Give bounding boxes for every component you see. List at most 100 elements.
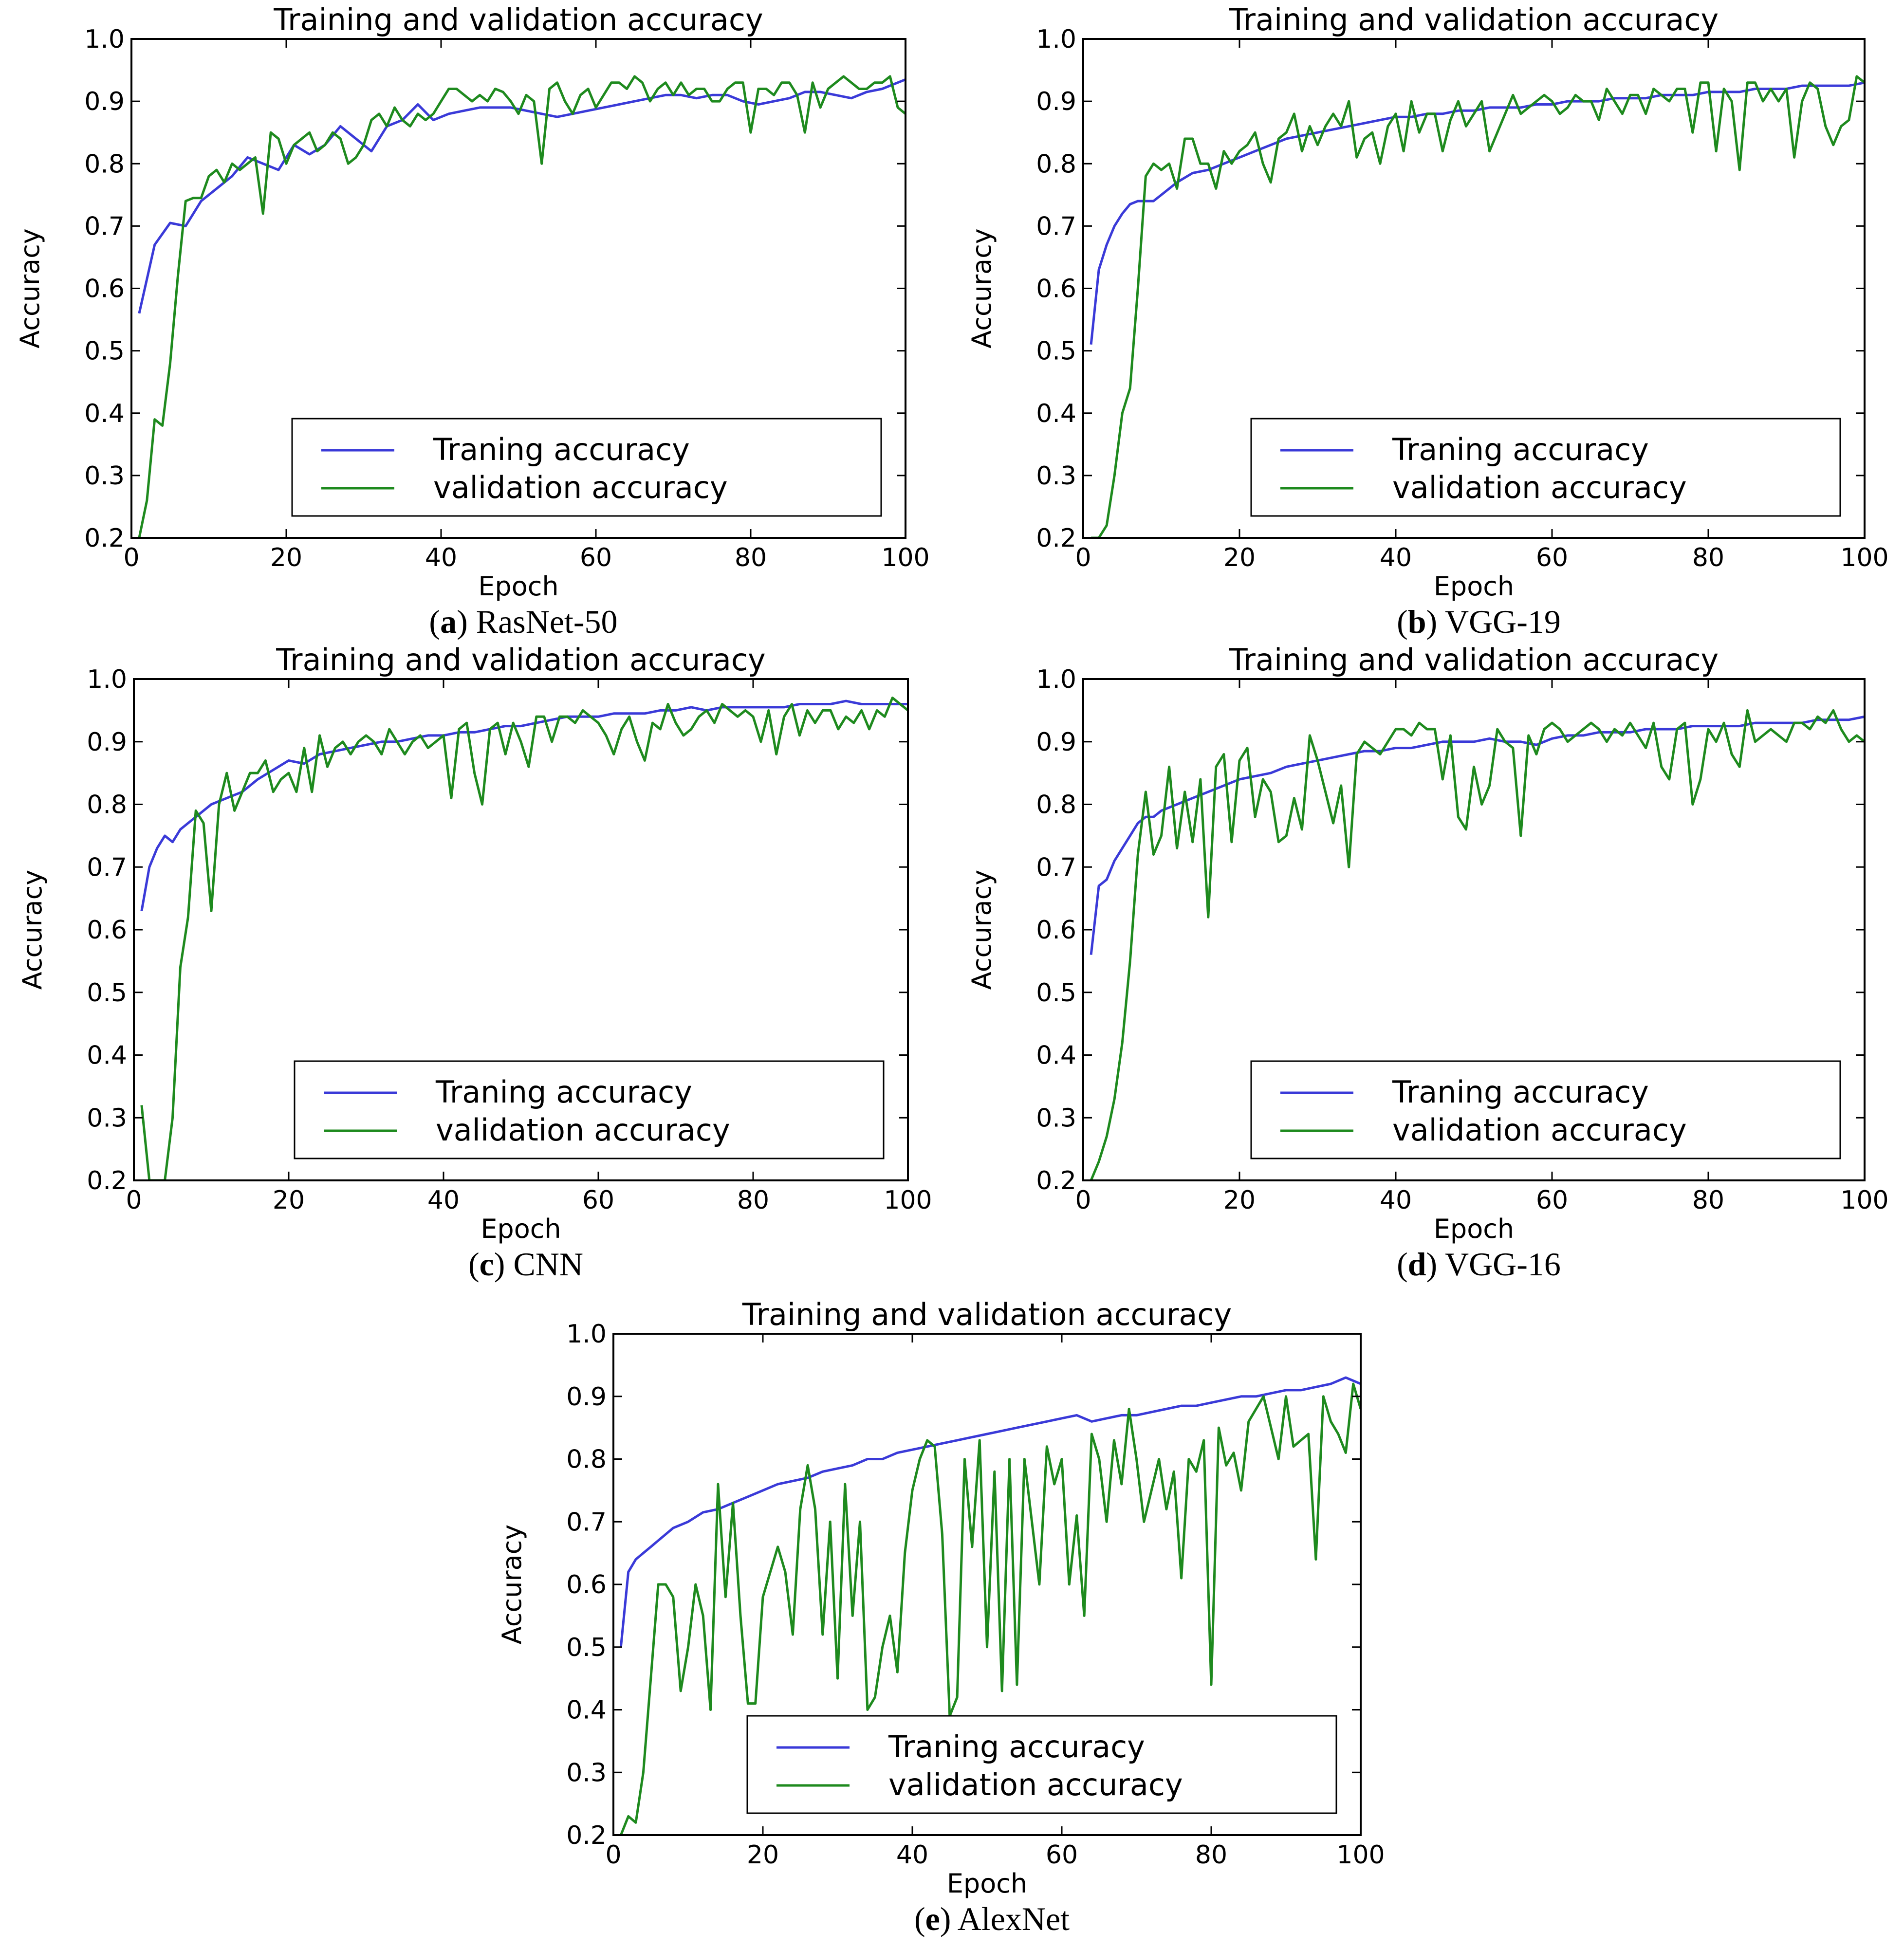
chart-panel-e: Training and validation accuracy 0.2 0.3 0.…	[497, 1297, 1385, 1937]
y-tick-label: 0.9	[84, 87, 125, 116]
y-tick-label: 1.0	[1036, 25, 1076, 54]
y-tick-label: 0.8	[566, 1445, 607, 1474]
y-tick-label: 0.2	[1036, 1166, 1076, 1195]
legend-label: Traning accuracy	[1392, 432, 1649, 467]
x-tick-label: 80	[1692, 1186, 1724, 1215]
caption-open-paren: (	[1397, 603, 1408, 640]
y-tick-label: 1.0	[1036, 665, 1076, 694]
x-axis-label: Epoch	[947, 1868, 1027, 1899]
x-tick-label: 60	[1536, 1186, 1568, 1215]
caption-close-paren: )	[457, 603, 476, 640]
legend-label: Traning accuracy	[433, 432, 690, 467]
y-axis-label: Accuracy	[966, 228, 997, 349]
y-tick-label: 0.8	[84, 149, 125, 179]
y-tick-label: 0.7	[566, 1508, 607, 1537]
y-axis-label: Accuracy	[15, 228, 45, 349]
legend-label: validation accuracy	[1392, 470, 1687, 505]
panel-caption: (b) VGG-19	[1397, 603, 1561, 640]
training-accuracy-line	[1090, 715, 1865, 955]
validation-accuracy-line	[619, 1382, 1361, 1835]
y-tick-label: 0.4	[566, 1696, 607, 1725]
x-tick-label: 20	[1223, 543, 1256, 572]
chart-panel-d: Training and validation accuracy 0.2 0.3 0.…	[966, 642, 1889, 1283]
x-tick-label: 40	[1380, 543, 1412, 572]
x-tick-label: 100	[1336, 1840, 1385, 1870]
x-tick-label: 0	[1075, 543, 1091, 572]
x-tick-label: 20	[273, 1186, 305, 1215]
caption-letter: d	[1408, 1246, 1426, 1283]
x-tick-label: 80	[735, 543, 767, 572]
y-tick-label: 0.3	[1036, 461, 1076, 491]
x-tick-label: 40	[427, 1186, 460, 1215]
x-tick-label: 100	[881, 543, 929, 572]
chart-title: Training and validation accuracy	[276, 642, 765, 678]
x-axis-label: Epoch	[481, 1214, 561, 1244]
chart-panel-c: Training and validation accuracy 0.2 0.3 0.…	[17, 642, 932, 1283]
chart-panel-a: Training and validation accuracy 0.2 0.3 0.…	[15, 2, 930, 640]
legend-box	[294, 1060, 885, 1159]
y-tick-label: 0.7	[84, 212, 125, 241]
caption-open-paren: (	[1397, 1246, 1408, 1283]
caption-close-paren: )	[1426, 1246, 1445, 1283]
y-tick-label: 0.4	[84, 399, 125, 428]
x-tick-label: 20	[270, 543, 302, 572]
y-tick-label: 0.3	[1036, 1103, 1076, 1133]
caption-close-paren: )	[940, 1900, 958, 1937]
y-tick-label: 0.4	[1036, 1041, 1076, 1070]
y-tick-label: 1.0	[87, 665, 127, 694]
training-accuracy-line	[1090, 81, 1865, 345]
panel-caption: (c) CNN	[468, 1246, 583, 1283]
x-tick-label: 40	[896, 1840, 928, 1870]
y-tick-label: 0.2	[87, 1166, 127, 1195]
caption-model-name: CNN	[513, 1246, 583, 1283]
x-tick-label: 40	[1380, 1186, 1412, 1215]
caption-open-paren: (	[468, 1246, 480, 1283]
y-tick-label: 0.9	[87, 728, 127, 757]
y-tick-label: 0.8	[1036, 791, 1076, 820]
caption-close-paren: )	[494, 1246, 514, 1283]
y-axis-label: Accuracy	[17, 870, 48, 990]
y-tick-label: 0.3	[87, 1103, 127, 1133]
y-tick-label: 0.2	[566, 1821, 607, 1850]
legend-label: validation accuracy	[1392, 1112, 1687, 1148]
legend-box	[1250, 418, 1841, 517]
y-tick-label: 0.5	[1036, 337, 1076, 366]
chart-title: Training and validation accuracy	[1229, 642, 1719, 678]
x-tick-label: 100	[884, 1186, 932, 1215]
panel-caption: (e) AlexNet	[914, 1900, 1070, 1937]
legend-box	[746, 1715, 1337, 1814]
x-tick-label: 20	[1223, 1186, 1256, 1215]
x-tick-label: 80	[1692, 543, 1724, 572]
x-axis-label: Epoch	[1434, 571, 1514, 602]
y-tick-label: 0.5	[87, 978, 127, 1008]
validation-accuracy-line	[138, 75, 906, 538]
x-tick-label: 0	[126, 1186, 142, 1215]
x-tick-label: 40	[425, 543, 457, 572]
caption-model-name: VGG-16	[1445, 1246, 1561, 1283]
y-tick-label: 0.3	[566, 1758, 607, 1787]
caption-close-paren: )	[1426, 603, 1445, 640]
y-tick-label: 0.9	[566, 1382, 607, 1412]
x-tick-label: 80	[1195, 1840, 1227, 1870]
x-axis-label: Epoch	[478, 571, 558, 602]
chart-panel-b: Training and validation accuracy 0.2 0.3 0.…	[966, 2, 1889, 640]
y-tick-label: 0.6	[1036, 916, 1076, 945]
x-axis-label: Epoch	[1434, 1214, 1514, 1244]
legend-label: validation accuracy	[433, 470, 728, 505]
legend-box	[1250, 1060, 1841, 1159]
y-tick-label: 0.7	[87, 853, 127, 882]
y-tick-label: 0.5	[1036, 978, 1076, 1008]
caption-letter: e	[925, 1900, 940, 1937]
panel-caption: (d) VGG-16	[1397, 1246, 1561, 1283]
y-tick-label: 0.2	[84, 524, 125, 553]
validation-accuracy-line	[1090, 709, 1865, 1180]
caption-model-name: RasNet-50	[476, 603, 618, 640]
x-tick-label: 80	[737, 1186, 769, 1215]
y-tick-label: 0.5	[84, 337, 125, 366]
training-accuracy-line	[140, 699, 908, 911]
caption-letter: a	[440, 603, 457, 640]
y-tick-label: 0.8	[1036, 149, 1076, 179]
x-tick-label: 100	[1840, 543, 1888, 572]
legend-label: validation accuracy	[436, 1112, 730, 1148]
